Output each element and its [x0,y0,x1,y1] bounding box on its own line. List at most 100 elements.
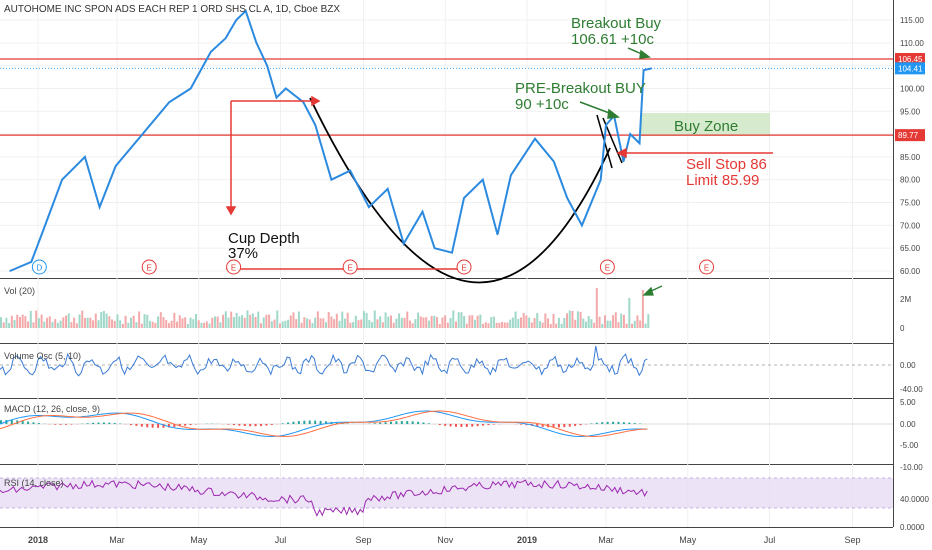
volume-bar [16,314,19,328]
event-marker[interactable] [226,259,242,275]
event-marker[interactable] [699,259,715,275]
event-marker[interactable] [342,259,358,275]
event-letter: E [461,264,466,273]
volume-bar [492,316,495,328]
price-point [629,133,631,135]
volume-bar [257,311,260,328]
volume-bar [157,316,160,328]
macd-bar [384,422,387,424]
price-tick-label: 85.00 [900,153,921,162]
volume-bar [146,314,149,328]
volume-bar [173,312,176,328]
price-point [638,142,641,144]
volume-bar [287,319,290,328]
price-point [622,160,625,163]
time-label: Nov [437,535,454,545]
volume-bar [398,313,401,328]
volume-bar [560,323,563,328]
volume-bar [35,310,38,328]
volume-bar [414,319,417,328]
volume-bar [520,317,522,328]
volume-bar [102,311,105,328]
volume-bar [555,323,558,328]
sell-limit-label: Limit 85.99 [686,172,759,189]
price-point [496,233,499,236]
volume-bar [441,317,444,328]
price-tick-label: 60.00 [900,267,921,276]
time-label: 2018 [28,535,48,545]
volume-bar [24,316,27,328]
macd-bar [287,422,290,424]
macd-bar [243,424,246,426]
volume-bar [452,310,455,328]
macd-bar [10,420,13,424]
volume-bar [276,310,279,328]
macd-bar [541,424,544,427]
price-series-line [9,9,652,272]
volume-bar [165,320,168,328]
price-point [285,87,287,90]
volume-bar [609,320,612,328]
volume-bar [544,313,547,328]
volume-bar [295,319,298,328]
chart-title: AUTOHOME INC SPON ADS EACH REP 1 ORD SHS… [4,4,340,15]
volume-bar [195,313,197,328]
volume-bar [108,316,111,328]
volume-bar [105,313,108,328]
volume-bar [62,317,65,328]
volume-bar [639,320,642,328]
time-label: Jul [275,535,287,545]
volume-bar [455,321,457,328]
macd-bar [108,422,111,424]
price-point [463,197,465,199]
volume-bar [644,323,647,328]
rsi-tick-40: 40.0000 [900,495,929,504]
volume-bar [362,311,365,328]
event-marker[interactable] [31,259,47,275]
price-point [266,65,268,67]
volume-bar [487,323,490,328]
volume-bar [192,319,195,328]
breakout-arrow [627,47,651,59]
price-point [330,179,332,181]
volume-bar [601,323,604,328]
volume-bar [603,315,606,328]
vosc-tick-0: 0.00 [900,361,916,370]
event-marker[interactable] [141,259,157,275]
volume-bar [319,318,322,328]
volume-bar [260,323,262,328]
volume-bar [598,316,601,328]
event-marker[interactable] [456,259,472,275]
macd-bar [113,422,116,424]
volume-bar [446,322,449,328]
volume-bar [411,323,414,328]
price-badge [895,53,925,66]
volume-bar [181,318,184,328]
volume-bar [281,321,284,328]
macd-bar [465,424,468,427]
macd-bar [444,424,447,426]
macd-bar [449,424,452,427]
volume-bar [59,320,62,328]
volume-bar [232,317,235,328]
price-badge-text: 104.41 [898,64,923,73]
volume-bar [571,310,574,328]
volume-bar [509,319,512,328]
event-marker[interactable] [599,259,615,275]
price-badge-text: 106.45 [898,55,923,64]
volume-bar [498,322,501,328]
volume-bar [357,320,360,328]
volume-bar [408,320,411,328]
volume-bar [37,318,40,328]
price-tick-label: 95.00 [900,107,921,116]
volume-bar [631,323,634,328]
price-badge [895,62,925,75]
prebreakout-arrow [579,101,620,119]
macd-bar [97,422,100,424]
sell-stop-label: Sell Stop 86 [686,156,767,173]
vol-tick-2m: 2M [900,295,911,304]
price-point [235,19,237,21]
price-point [168,101,170,103]
volume-bar [224,311,227,328]
